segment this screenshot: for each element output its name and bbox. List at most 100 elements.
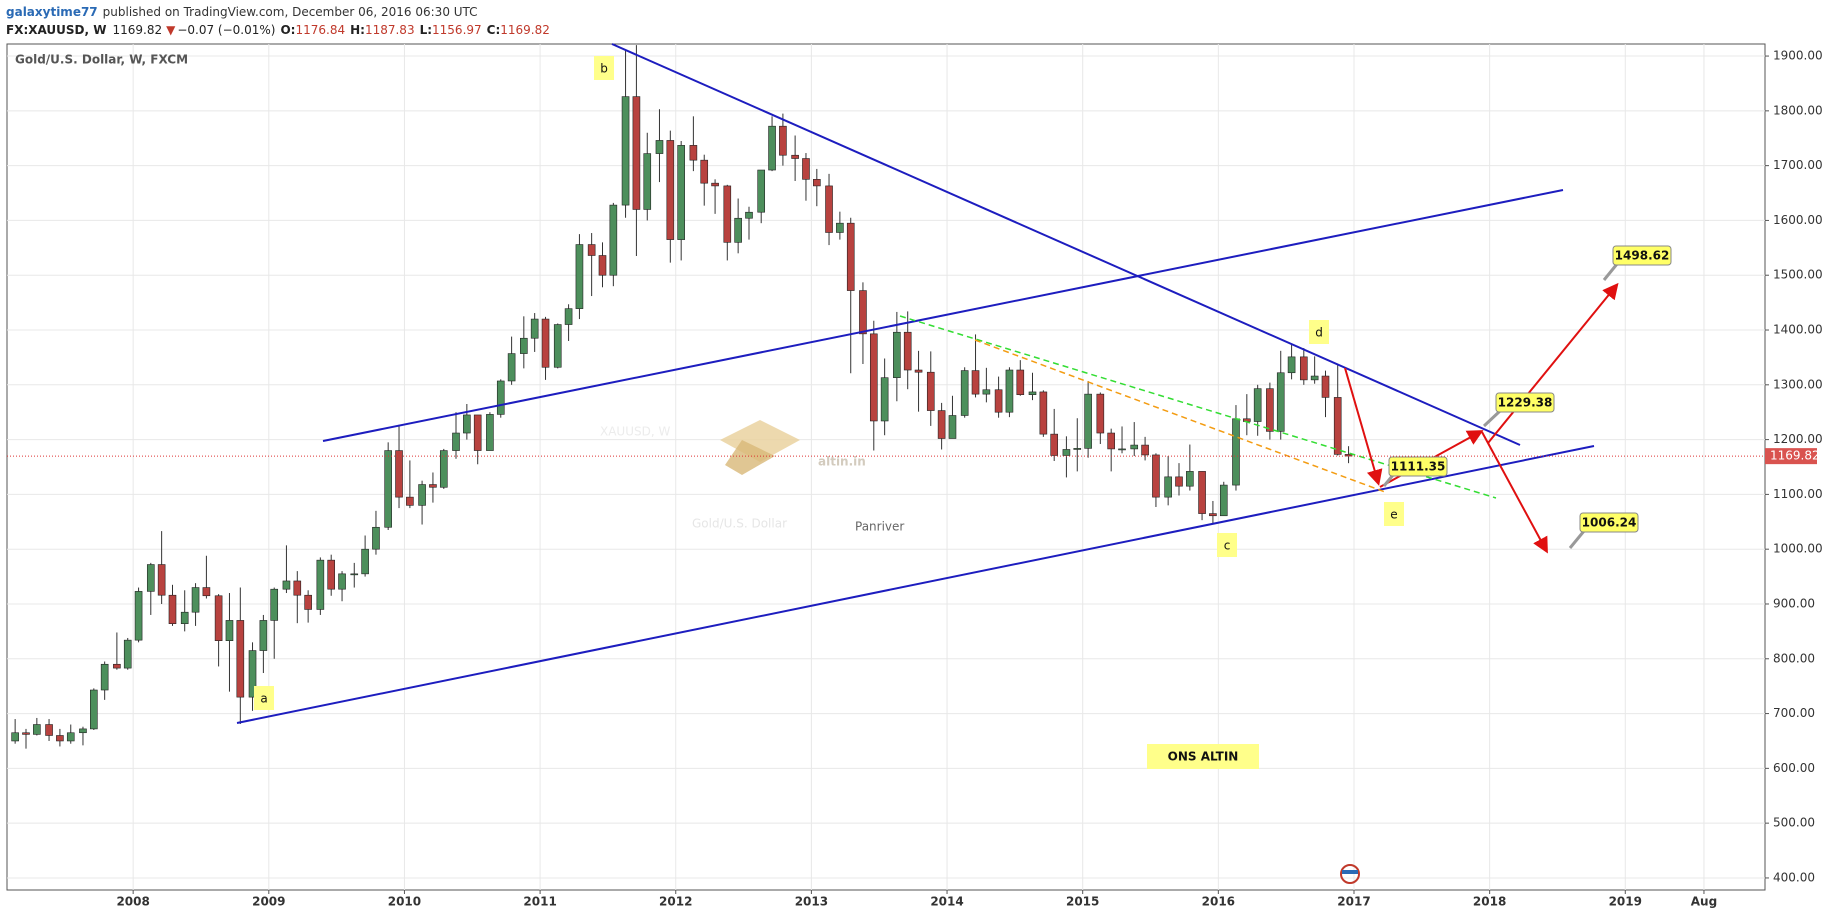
candle-body <box>1062 449 1071 456</box>
candle-body <box>1084 393 1092 449</box>
candle-body <box>123 639 132 669</box>
target-box <box>1612 245 1672 266</box>
y-tick-label: 1800.00 <box>1773 103 1823 117</box>
candle-body <box>361 548 369 575</box>
candle-body <box>960 370 969 416</box>
target-box <box>1579 512 1639 533</box>
candle-body <box>236 620 245 698</box>
trend-line <box>611 43 1521 446</box>
candle-body <box>893 331 901 378</box>
x-tick-label: 2009 <box>252 895 285 909</box>
author[interactable]: galaxytime77 <box>6 5 98 19</box>
candle-body <box>541 318 550 368</box>
x-tick-label: Aug <box>1691 895 1717 909</box>
candle-body <box>350 573 359 576</box>
candle-body <box>1209 513 1217 517</box>
candle-body <box>225 620 234 641</box>
candle-body <box>1028 391 1037 395</box>
y-tick-label: 1500.00 <box>1773 268 1823 282</box>
candle-body <box>259 620 268 651</box>
candle-body <box>338 573 346 590</box>
candle-body <box>1287 356 1296 374</box>
candle-body <box>1276 372 1285 432</box>
candle-body <box>1096 393 1105 434</box>
change: −0.07 (−0.01%) <box>177 23 275 37</box>
altin-logo <box>720 420 800 475</box>
candle-body <box>33 724 41 735</box>
candle-body <box>113 663 121 669</box>
candle-body <box>903 331 912 371</box>
y-tick-label: 400.00 <box>1773 870 1815 884</box>
candle-body <box>700 159 709 184</box>
candle-body <box>372 526 380 550</box>
candle-body <box>1152 454 1160 498</box>
target-label: 1498.62 <box>1615 249 1670 263</box>
ohlc-key: L: <box>420 23 432 37</box>
y-tick-label: 1200.00 <box>1773 432 1823 446</box>
candle-body <box>1118 448 1126 451</box>
candle-body <box>564 308 573 325</box>
candle-body <box>202 587 211 597</box>
candle-body <box>643 153 652 210</box>
candle-body <box>168 594 177 625</box>
x-tick-label: 2016 <box>1202 895 1235 909</box>
candle-body <box>723 185 732 243</box>
candle-body <box>1164 476 1172 498</box>
y-tick-label: 500.00 <box>1773 816 1815 830</box>
candle-body <box>157 564 166 596</box>
watermark-brand: altin.in <box>818 455 866 469</box>
x-tick-label: 2017 <box>1337 895 1370 909</box>
x-tick-label: 2008 <box>116 895 149 909</box>
candle-body <box>655 140 664 154</box>
callout-line <box>1482 409 1502 428</box>
candle-body <box>406 496 414 506</box>
candle-body <box>90 689 98 730</box>
wave-label-box <box>1309 320 1329 344</box>
watermark-symbol: XAUUSD, W <box>600 425 670 439</box>
candle-body <box>1073 448 1082 450</box>
arrow <box>1481 431 1548 554</box>
ohlc-value: 1169.82 <box>500 23 550 37</box>
y-tick-label: 900.00 <box>1773 596 1815 610</box>
candle-body <box>214 595 223 641</box>
wave-label-box <box>594 56 614 80</box>
candle-body <box>994 389 1003 413</box>
trend-line <box>899 315 1497 499</box>
y-tick-label: 1300.00 <box>1773 377 1823 391</box>
candle-body <box>1219 484 1228 517</box>
wave-label: d <box>1315 326 1323 340</box>
candle-body <box>926 371 935 411</box>
wave-label: b <box>600 62 608 76</box>
watermark: XAUUSD, W Gold/U.S. Dollar altin.in Panr… <box>15 53 904 534</box>
target-box <box>1495 392 1555 413</box>
ohlc-key: O: <box>280 23 295 37</box>
candle-body <box>791 154 799 159</box>
annotations: a b c d e 1111.35 1229.38 1498.62 1006.24 ONS ALT… <box>254 56 1672 769</box>
ohlc-value: 1187.83 <box>365 23 415 37</box>
target-box <box>1388 456 1448 477</box>
candle-body <box>689 145 698 161</box>
candle-body <box>316 559 325 610</box>
candle-body <box>473 414 482 451</box>
candle-body <box>100 663 109 691</box>
candle-body <box>452 432 460 451</box>
candle-body <box>418 484 426 506</box>
candle-body <box>1321 375 1330 398</box>
candle-body <box>1299 356 1308 381</box>
candle-body <box>327 559 336 590</box>
ohlc-key: H: <box>350 23 365 37</box>
y-tick-label: 1100.00 <box>1773 487 1823 501</box>
candle-body <box>496 380 505 415</box>
arrow <box>1344 367 1383 486</box>
candle-body <box>395 450 403 498</box>
candle-body <box>575 244 584 309</box>
y-tick-label: 1700.00 <box>1773 158 1823 172</box>
arrow <box>1487 282 1619 444</box>
y-tick-label: 1400.00 <box>1773 323 1823 337</box>
candle-body <box>745 211 753 219</box>
callout-line <box>1602 263 1619 281</box>
candle-body <box>779 125 787 156</box>
candle-body <box>846 222 855 291</box>
target-label: 1006.24 <box>1582 516 1637 530</box>
ohlc-value: 1156.97 <box>432 23 482 37</box>
